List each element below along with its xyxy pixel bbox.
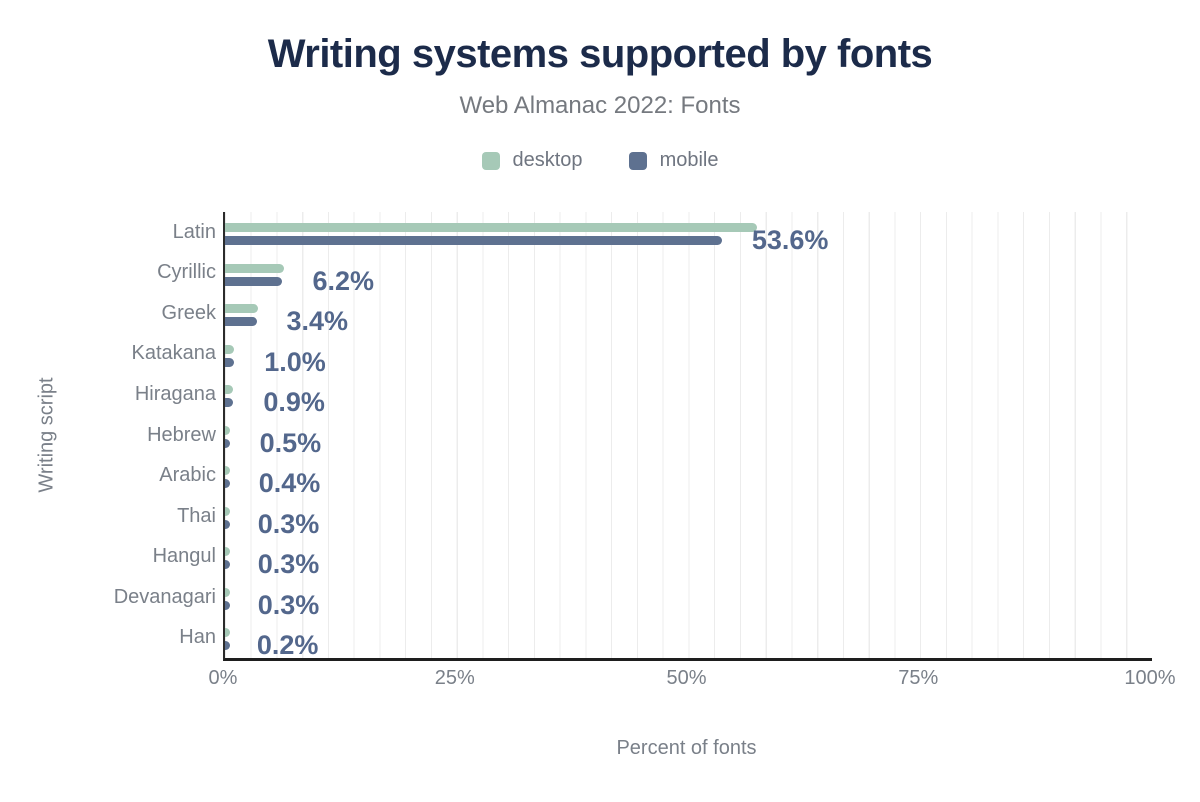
legend-label-desktop: desktop [512, 149, 583, 171]
x-tick-label: 25% [434, 667, 475, 689]
x-tick-label: 100% [1124, 667, 1176, 689]
chart-row: 0.5% [225, 415, 1152, 456]
x-axis-ticks: 0% 25% 50% 75% 100% [209, 667, 1176, 694]
desktop-bar [225, 506, 230, 516]
mobile-swatch-icon [628, 151, 647, 170]
category-label: Latin [172, 220, 216, 243]
chart-row: 0.9% [225, 374, 1152, 418]
chart-row: 0.3% [225, 577, 1152, 618]
legend-label-mobile: mobile [659, 149, 719, 171]
x-tick-label: 75% [898, 667, 939, 689]
chart-row: 1.0% [225, 334, 1152, 375]
value-label: 0.2% [256, 630, 319, 661]
desktop-bar [225, 466, 230, 476]
category-label: Greek [161, 301, 216, 324]
value-label: 6.2% [312, 265, 375, 296]
chart-row: 0.4% [225, 455, 1152, 499]
desktop-bar [225, 304, 259, 314]
chart-subtitle: Web Almanac 2022: Fonts [459, 92, 741, 119]
value-label: 1.0% [264, 346, 326, 377]
mobile-bar [225, 398, 234, 408]
mobile-bar [225, 560, 230, 570]
category-label: Hiragana [134, 382, 216, 405]
category-label: Katakana [131, 342, 216, 365]
category-label: Cyrillic [157, 261, 216, 284]
category-label: Arabic [159, 464, 216, 487]
value-label: 0.3% [257, 549, 320, 580]
mobile-bar [225, 236, 722, 245]
desktop-bar [225, 587, 230, 597]
mobile-bar [225, 276, 283, 286]
chart-row: 0.3% [225, 536, 1152, 580]
chart-row: 0.2% [225, 617, 1152, 661]
category-label: Hebrew [147, 423, 216, 446]
chart-row: 0.3% [225, 496, 1152, 537]
category-label: Thai [177, 504, 216, 527]
value-label: 0.4% [258, 468, 321, 499]
desktop-swatch-icon [481, 151, 500, 170]
desktop-bar [225, 385, 234, 395]
value-label: 0.9% [263, 387, 325, 418]
chart-row: 6.2% [225, 253, 1152, 294]
category-label: Devanagari [113, 585, 216, 608]
desktop-bar [225, 263, 285, 273]
mobile-bar [225, 317, 257, 327]
value-label: 0.5% [259, 427, 322, 458]
chart-row: 53.6% [225, 212, 1152, 255]
mobile-bar [225, 479, 230, 489]
category-label: Hangul [152, 545, 216, 568]
mobile-bar [225, 641, 230, 651]
x-tick-label: 0% [208, 667, 238, 689]
value-label: 53.6% [751, 225, 829, 255]
value-label: 0.3% [257, 508, 320, 539]
mobile-bar [225, 600, 230, 610]
legend-item-mobile: mobile [628, 149, 719, 172]
plot-area: 53.6% 6.2% 3.4% 1.0% 0.9% 0.5% 0.4% 0.3% 0.3% 0.3… [223, 212, 1152, 661]
desktop-bar [225, 547, 230, 557]
value-label: 3.4% [286, 306, 349, 337]
legend-item-desktop: desktop [481, 149, 583, 172]
desktop-bar [225, 344, 235, 354]
x-axis-title: Percent of fonts [616, 737, 757, 759]
chart-row: 3.4% [225, 293, 1152, 337]
x-tick-label: 50% [666, 667, 707, 689]
desktop-bar [225, 425, 230, 435]
desktop-bar [225, 628, 230, 638]
desktop-bar [225, 223, 758, 232]
mobile-bar [225, 438, 230, 448]
mobile-bar [225, 357, 235, 367]
category-labels: Latin Cyrillic Greek Katakana Hiragana Hebrew… [0, 212, 216, 658]
mobile-bar [225, 519, 230, 529]
chart-title: Writing systems supported by fonts [267, 32, 933, 76]
category-label: Han [179, 626, 216, 649]
value-label: 0.3% [257, 589, 320, 620]
legend: desktop mobile [0, 149, 1200, 172]
